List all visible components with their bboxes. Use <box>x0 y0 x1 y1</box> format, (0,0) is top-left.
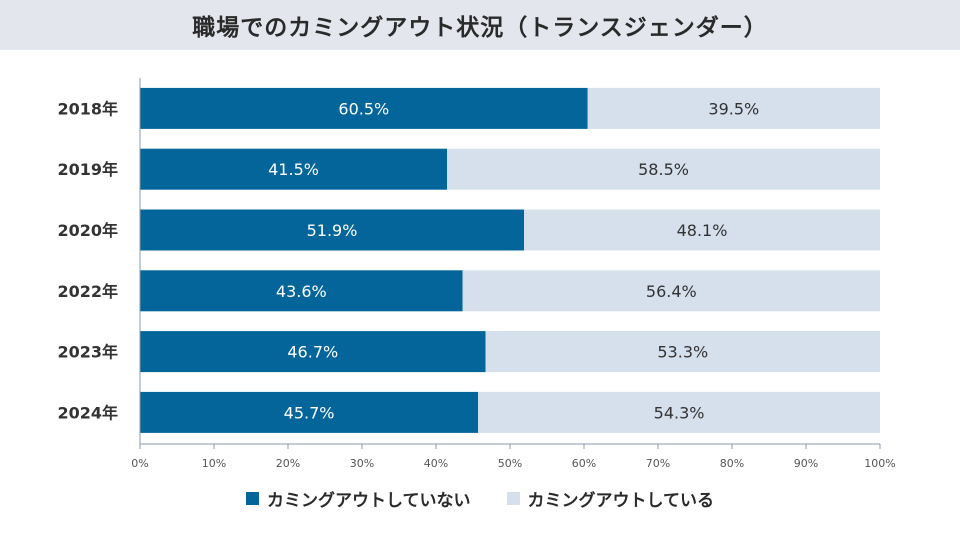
category-label: 2024年 <box>57 403 118 422</box>
legend: カミングアウトしていない カミングアウトしている <box>0 484 960 512</box>
bar-out <box>462 270 880 312</box>
bar-out <box>485 331 880 373</box>
x-tick-label: 10% <box>202 457 226 470</box>
data-label-not-out: 46.7% <box>287 343 338 362</box>
data-label-out: 48.1% <box>677 221 728 240</box>
x-tick-label: 40% <box>424 457 448 470</box>
bar-not-out <box>140 87 588 129</box>
legend-label-out: カミングアウトしている <box>527 490 715 511</box>
legend-item-out: カミングアウトしている <box>506 486 715 511</box>
category-label: 2019年 <box>57 160 118 179</box>
category-label: 2022年 <box>57 282 118 301</box>
x-tick-label: 100% <box>864 457 895 470</box>
x-tick-label: 60% <box>572 457 596 470</box>
category-label: 2023年 <box>57 343 118 362</box>
x-tick-label: 20% <box>276 457 300 470</box>
x-tick-label: 70% <box>646 457 670 470</box>
legend-item-not-out: カミングアウトしていない <box>246 486 471 511</box>
bar-not-out <box>140 148 448 190</box>
x-tick-label: 50% <box>498 457 522 470</box>
data-label-out: 54.3% <box>654 403 705 422</box>
x-tick-label: 90% <box>794 457 818 470</box>
chart-title: 職場でのカミングアウト状況（トランスジェンダー） <box>192 15 768 41</box>
data-label-not-out: 51.9% <box>307 221 358 240</box>
title-bar: 職場でのカミングアウト状況（トランスジェンダー） <box>0 0 960 50</box>
bar-not-out <box>140 209 525 251</box>
x-tick-label: 80% <box>720 457 744 470</box>
bar-out <box>478 391 880 433</box>
legend-label-not-out: カミングアウトしていない <box>267 490 471 511</box>
x-tick-label: 0% <box>131 457 148 470</box>
data-label-out: 58.5% <box>638 160 689 179</box>
stacked-bar-chart: 2018年 60.5% 39.5% 2019年 41.5% 58.5% 2020年 51.9%… <box>57 78 896 470</box>
bar-not-out <box>140 391 479 433</box>
category-label: 2020年 <box>57 221 118 240</box>
bar-out <box>587 87 880 129</box>
legend-swatch-not-out <box>246 491 259 505</box>
data-label-out: 56.4% <box>646 282 697 301</box>
bar-not-out <box>140 270 463 312</box>
data-label-out: 53.3% <box>657 343 708 362</box>
legend-swatch-out <box>506 491 520 505</box>
x-tick-label: 30% <box>350 457 374 470</box>
data-label-not-out: 43.6% <box>276 282 327 301</box>
data-label-not-out: 45.7% <box>284 403 335 422</box>
data-label-not-out: 41.5% <box>268 160 319 179</box>
category-label: 2018年 <box>57 99 118 118</box>
bar-out <box>447 148 880 190</box>
data-label-out: 39.5% <box>708 99 759 118</box>
bar-out <box>524 209 880 251</box>
data-label-not-out: 60.5% <box>338 99 389 118</box>
bar-not-out <box>140 331 486 373</box>
